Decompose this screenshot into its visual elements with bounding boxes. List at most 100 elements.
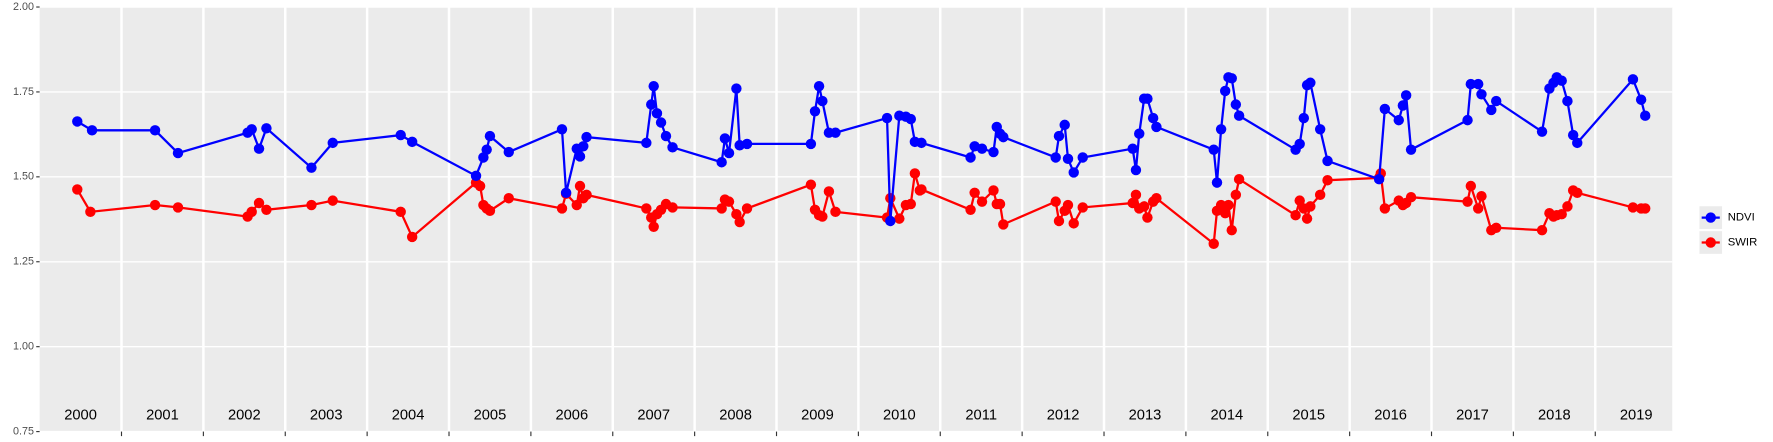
data-point	[1476, 89, 1487, 100]
data-point	[1379, 203, 1391, 214]
data-point	[817, 211, 828, 222]
data-point	[965, 152, 976, 163]
data-point	[994, 198, 1006, 210]
data-point	[719, 133, 731, 144]
data-point	[1138, 201, 1150, 212]
data-point	[406, 136, 418, 148]
data-point	[741, 203, 753, 214]
data-point	[1223, 199, 1234, 211]
data-point	[149, 199, 161, 211]
y-tick-label: 1.25	[13, 256, 34, 268]
data-point	[667, 202, 678, 213]
data-point	[1215, 124, 1227, 135]
legend-label: NDVI	[1728, 212, 1755, 224]
data-point	[660, 130, 672, 142]
data-point	[1298, 112, 1310, 124]
data-point	[1572, 137, 1583, 149]
data-point	[1233, 174, 1245, 185]
data-point	[1050, 196, 1061, 207]
data-point	[1536, 126, 1548, 137]
data-point	[1536, 224, 1548, 236]
x-tick-label: 2017	[1456, 408, 1489, 424]
data-point	[1393, 114, 1404, 126]
data-point	[1472, 78, 1484, 90]
x-tick-label: 2007	[637, 408, 670, 424]
data-point	[484, 130, 496, 142]
data-point	[1405, 192, 1417, 203]
y-tick-label: 0.75	[13, 425, 34, 437]
data-point	[1486, 104, 1497, 116]
data-point	[1219, 207, 1231, 219]
data-point	[1062, 153, 1074, 165]
data-point	[723, 147, 735, 159]
data-point	[556, 124, 568, 135]
data-point	[1226, 73, 1237, 84]
data-point	[1314, 189, 1326, 201]
data-point	[1462, 114, 1473, 126]
data-point	[484, 205, 496, 217]
data-point	[72, 184, 83, 195]
data-point	[72, 116, 83, 127]
data-point	[1567, 129, 1579, 141]
data-point	[976, 196, 988, 207]
x-tick-label: 2012	[1047, 408, 1080, 424]
data-point	[1476, 190, 1487, 202]
data-point	[1215, 199, 1227, 211]
data-point	[813, 80, 825, 92]
data-point	[805, 138, 817, 150]
data-point	[581, 189, 592, 201]
data-point	[905, 198, 916, 210]
x-tick-label: 2006	[555, 408, 588, 424]
data-point	[1556, 75, 1567, 86]
data-point	[916, 184, 927, 195]
data-point	[646, 99, 657, 110]
data-point	[253, 143, 265, 154]
data-point	[1465, 180, 1477, 192]
data-point	[1562, 201, 1573, 212]
data-point	[1134, 128, 1145, 139]
data-point	[172, 147, 184, 159]
data-point	[1290, 210, 1301, 221]
x-tick-label: 2001	[146, 408, 179, 424]
data-point	[734, 216, 745, 228]
data-point	[1077, 152, 1088, 163]
panel-background	[39, 7, 1673, 432]
data-point	[571, 199, 582, 211]
data-point	[1627, 74, 1639, 85]
data-point	[1230, 99, 1242, 110]
data-point	[1322, 175, 1333, 186]
data-point	[1472, 203, 1484, 214]
data-point	[1233, 110, 1245, 121]
data-point	[1322, 155, 1333, 167]
data-point	[261, 123, 272, 134]
data-point	[1130, 189, 1142, 201]
data-point	[474, 180, 486, 192]
data-point	[1640, 110, 1651, 121]
data-point	[809, 106, 821, 117]
x-tick-label: 2015	[1292, 408, 1325, 424]
data-point	[478, 152, 489, 163]
data-point	[723, 196, 735, 207]
data-point	[395, 129, 406, 141]
data-point	[1635, 94, 1647, 105]
data-point	[149, 125, 161, 136]
data-point	[503, 193, 514, 204]
x-tick-label: 2003	[310, 408, 343, 424]
data-point	[969, 187, 980, 199]
data-point	[731, 83, 742, 94]
data-point	[1462, 196, 1473, 207]
data-point	[998, 219, 1009, 230]
data-point	[1301, 213, 1313, 224]
x-tick-label: 2011	[965, 408, 997, 424]
data-point	[1211, 177, 1223, 188]
data-point	[1059, 119, 1070, 131]
data-point	[86, 125, 98, 136]
data-point	[1068, 218, 1079, 229]
data-point	[470, 170, 482, 182]
data-point	[998, 131, 1009, 143]
legend-key-point	[1705, 212, 1716, 223]
data-point	[1305, 201, 1316, 212]
x-tick-label: 2013	[1129, 408, 1162, 424]
data-point	[1294, 195, 1305, 206]
